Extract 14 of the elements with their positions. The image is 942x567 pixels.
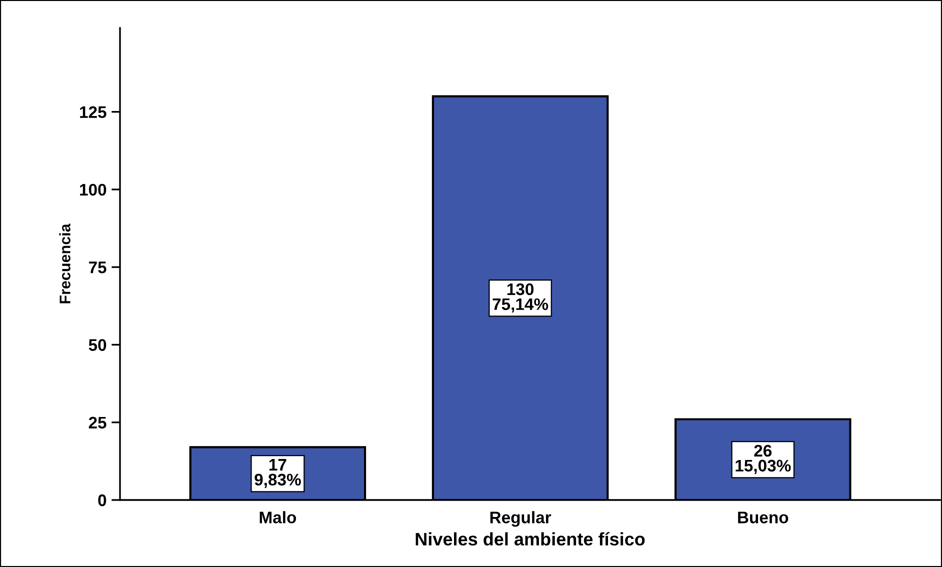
data-label: 26 15,03% bbox=[736, 444, 791, 474]
y-tick-label: 100 bbox=[80, 184, 106, 196]
y-axis-title: Frecuencia bbox=[59, 224, 70, 304]
data-label: 130 75,14% bbox=[492, 283, 548, 313]
x-tick-label: Regular bbox=[490, 511, 552, 527]
x-tick-label: Malo bbox=[260, 511, 296, 524]
data-label: 17 9,83% bbox=[254, 458, 301, 488]
y-tick-label: 125 bbox=[80, 106, 106, 118]
y-tick-label: 75 bbox=[88, 262, 106, 274]
x-tick-label: Bueno bbox=[738, 512, 788, 524]
y-tick-label: 25 bbox=[88, 416, 106, 429]
x-axis-title: Niveles del ambiente físico bbox=[416, 532, 645, 546]
y-tick-label: 0 bbox=[98, 494, 106, 506]
y-tick-label: 50 bbox=[88, 339, 106, 351]
